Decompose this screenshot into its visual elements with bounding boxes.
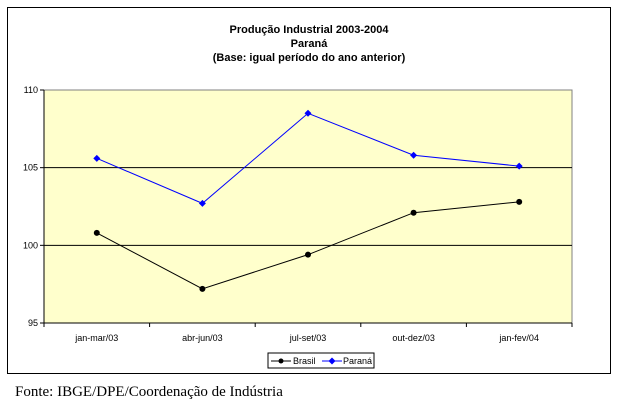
- x-tick-label: abr-jun/03: [182, 333, 223, 343]
- x-tick-label: jan-mar/03: [74, 333, 118, 343]
- x-tick-label: jul-set/03: [289, 333, 327, 343]
- legend-parana-label: Paraná: [343, 356, 372, 366]
- y-tick-label: 105: [23, 163, 38, 173]
- plot-area: [43, 89, 573, 324]
- chart-title: Produção Industrial 2003-2004: [230, 24, 390, 36]
- legend-brasil-label: Brasil: [293, 356, 316, 366]
- data-point: [305, 251, 311, 258]
- data-point: [410, 151, 418, 159]
- legend-parana-marker: [328, 357, 336, 365]
- line-chart: Produção Industrial 2003-2004 Paraná (Ba…: [23, 24, 573, 369]
- chart-subtitle-region: Paraná: [291, 38, 329, 50]
- axes: 95 100 105 110 jan-mar/03 abr-jun/03 jul-set/0…: [23, 85, 573, 343]
- gridlines: [44, 167, 572, 246]
- x-tick-label: jan-fev/04: [498, 333, 539, 343]
- legend: Brasil Paraná: [267, 352, 375, 369]
- data-point: [410, 209, 417, 216]
- legend-box: [267, 352, 375, 369]
- source-note: Fonte: IBGE/DPE/Coordenação de Indústria: [15, 384, 283, 400]
- data-point: [93, 154, 101, 162]
- data-point: [93, 229, 100, 236]
- legend-brasil-marker: [278, 358, 284, 364]
- data-point: [304, 109, 312, 117]
- data-point: [199, 285, 206, 292]
- chart-subtitle-base: (Base: igual período do ano anterior): [213, 52, 406, 64]
- data-point: [198, 199, 206, 207]
- x-tick-label: out-dez/03: [392, 333, 435, 343]
- y-tick-label: 100: [23, 240, 38, 250]
- series-layer: [93, 109, 523, 292]
- data-point: [516, 198, 523, 205]
- y-tick-label: 95: [28, 318, 38, 328]
- y-tick-label: 110: [24, 85, 38, 95]
- data-point: [515, 162, 523, 170]
